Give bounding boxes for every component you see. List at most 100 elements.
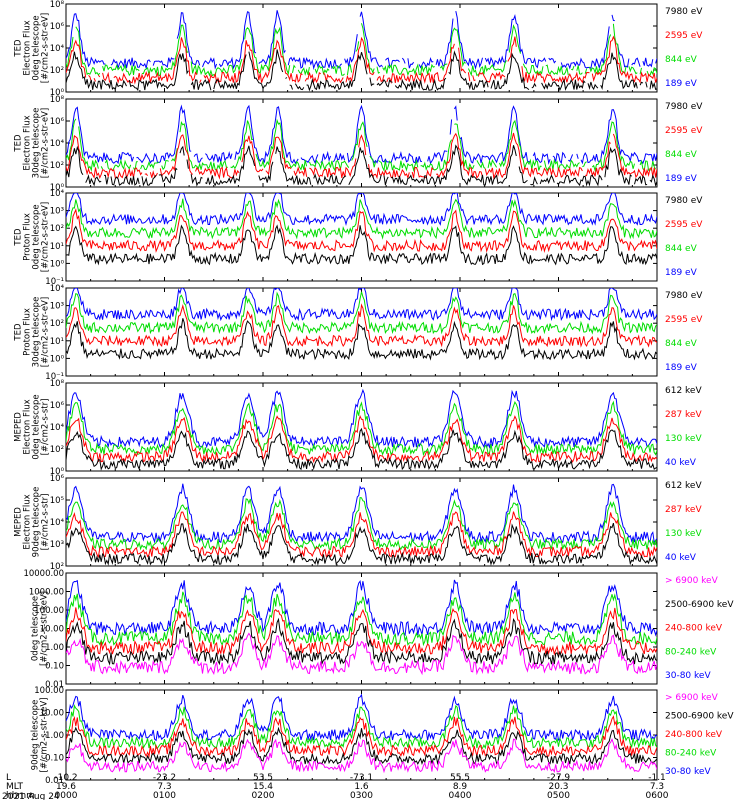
y-axis-label: [#/cm2-s-str-eV] [41,108,51,178]
tick-mlt-value: 20.3 [548,782,568,792]
y-axis-label: 0deg telescope [32,15,42,80]
y-tick-label: 100.00 [34,606,64,616]
y-axis-label: 30deg telescope [32,297,42,368]
legend-entry: 30-80 keV [665,671,711,681]
y-axis-label: [#/cm2-s-str-keV] [40,698,50,773]
y-tick-label: 10⁰ [50,354,65,364]
y-tick-label: 0.01 [45,680,64,690]
y-axis-label: Electron Flux [23,115,33,170]
legend-entry: 2500-6900 keV [665,712,734,722]
traces [66,693,657,774]
tick-hhmm-value: 0200 [252,791,275,800]
series-line [66,388,657,450]
series-line [66,693,657,742]
tick-hhmm-value: 0600 [646,791,669,800]
panel-2: 10⁸ 10⁶ 10⁴ 10² 10⁰ TED Electron Flux 30deg tel… [14,95,704,193]
y-axis-label: TED [14,323,24,342]
legend-entry: 7980 eV [665,196,703,206]
y-tick-label: 10⁴ [50,189,65,199]
tick-mlt-value: 8.9 [453,782,468,792]
panel-frame [65,98,658,188]
tick-l-value: 53.5 [253,773,273,783]
legend-entry: 844 eV [665,244,698,254]
tick-l-value: -27.9 [547,773,571,783]
y-tick-label: 10⁴ [50,518,65,528]
y-axis-label: Proton Flux [23,213,33,261]
y-axis-label: TED [14,228,24,247]
y-axis-label: 90deg telescope [31,700,41,771]
tick-hhmm-value: 0000 [55,791,78,800]
y-tick-label: 10.00 [40,625,64,635]
legend-entry: 80-240 keV [665,749,717,759]
y-tick-label: 10² [50,161,64,171]
legend-entry: 7980 eV [665,7,703,17]
legend-entry: 287 keV [665,410,702,420]
series-line [66,704,657,750]
tick-l-value: -73.1 [350,773,373,783]
legend-entry: 287 keV [665,505,702,515]
series-line [66,303,657,348]
panel-7: 10000.00 1000.00 100.00 10.00 1.00 0.10 0.01 0d… [23,569,734,690]
y-axis-label: [#/cm2-s-str] [41,399,51,456]
y-axis-label: Electron Flux [23,20,33,75]
y-tick-label: 10000.00 [23,569,64,579]
panel-6: 10⁶ 10⁵ 10⁴ 10³ 10² MEPED Electron Flux 90deg t… [14,474,703,572]
series-line [66,726,657,766]
tick-l-value: -1.1 [648,773,666,783]
tick-mlt-value: 7.3 [650,782,664,792]
traces [66,483,657,566]
series-line [66,522,657,566]
tick-hhmm-value: 0100 [153,791,176,800]
y-axis-label: TED [14,39,24,58]
y-tick-label: 10⁶ [50,22,65,32]
tick-mlt-value: 19.6 [56,782,76,792]
traces [66,10,657,92]
y-axis-label: Electron Flux [23,494,33,549]
legend-entry: 189 eV [665,363,698,373]
time-axis-row-label: hhmm [6,791,35,800]
y-axis-label: [#/cm2-s-str] [41,494,51,551]
series-line [66,607,657,656]
panel-1: 10⁸ 10⁶ 10⁴ 10² 10⁰ TED Electron Flux 0deg tele… [14,0,704,98]
series-line [66,400,657,457]
legend-entry: 2595 eV [665,315,703,325]
tick-hhmm-value: 0400 [449,791,472,800]
legend-entry: 240-800 keV [665,624,723,634]
y-tick-label: 10³ [50,540,64,550]
series-line [66,617,657,666]
panel-frame [65,477,658,567]
series-line [66,49,657,92]
legend-entry: 40 keV [665,553,697,563]
series-line [66,579,657,637]
legend-entry: 2595 eV [665,220,703,230]
series-line [66,208,657,253]
y-axis-label: TED [14,134,24,153]
panel-4: 10⁴ 10³ 10² 10¹ 10⁰ 10⁻¹ TED Proton Flux 30deg t… [14,284,704,382]
y-tick-label: 10² [50,66,64,76]
panel-frame [65,192,658,282]
legend-entry: 7980 eV [665,291,703,301]
series-line [66,104,657,165]
legend-entry: 189 eV [665,174,698,184]
y-tick-label: 10⁸ [50,379,65,389]
panel-frame [65,287,658,377]
y-tick-label: 10⁵ [50,496,64,506]
y-axis-label: MEPED [14,412,24,442]
y-tick-label: 100.00 [34,686,64,696]
legend-entry: 130 keV [665,434,702,444]
series-line [66,511,657,559]
y-tick-label: 10⁶ [50,474,65,484]
tick-l-value: -23.2 [153,773,176,783]
y-tick-label: 1000.00 [29,588,64,598]
legend-entry: 7980 eV [665,102,703,112]
tick-mlt-value: 15.4 [253,782,273,792]
y-tick-label: 10⁰ [50,467,65,477]
y-tick-label: 10.00 [40,709,64,719]
legend-entry: 189 eV [665,268,698,278]
series-line [66,632,657,676]
series-line [66,118,657,173]
y-tick-label: 10¹ [50,337,64,347]
y-axis-label: [#/cm2-s-str-eV] [41,13,51,83]
y-tick-label: 10⁻¹ [45,277,64,287]
tick-mlt-value: 7.3 [157,782,171,792]
